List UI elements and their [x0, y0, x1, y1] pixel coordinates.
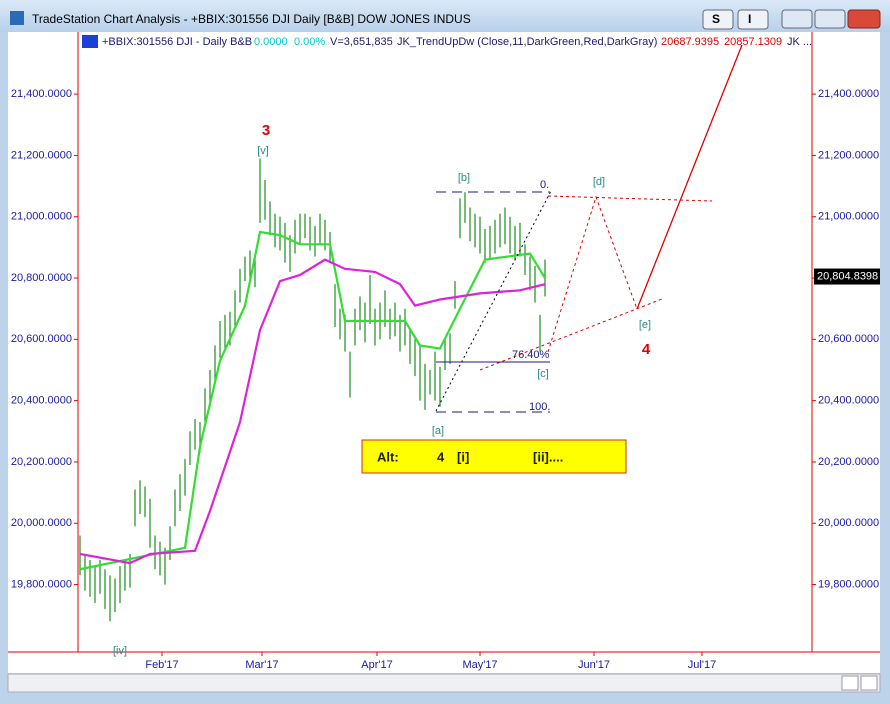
fib-label: 76.40% [512, 349, 550, 361]
fib-label: 0. [540, 179, 549, 191]
indicator-more: JK ... [787, 36, 812, 48]
s-button[interactable] [702, 9, 734, 30]
scroll-button[interactable] [841, 675, 859, 691]
indicator: JK_TrendUpDw (Close,11,DarkGreen,Red,Dar… [397, 36, 657, 48]
x-tick-label: Mar'17 [245, 659, 278, 671]
y-tick-label: 20,800.0000 [11, 272, 72, 284]
y-tick-label: 20,400.0000 [11, 395, 72, 407]
x-tick-label: Apr'17 [361, 659, 392, 671]
scroll-button[interactable] [860, 675, 878, 691]
alt-label: Alt: [377, 449, 399, 464]
y-tick-label: 20,000.0000 [11, 517, 72, 529]
app-icon [10, 11, 24, 25]
y-tick-label: 21,200.0000 [818, 149, 879, 161]
y-tick-label: 21,400.0000 [818, 88, 879, 100]
wave-label: [b] [458, 172, 470, 184]
change-pct: 0.00% [294, 36, 325, 48]
moving-average [79, 258, 546, 565]
wave-label: [v] [257, 145, 269, 157]
fib-label: 100. [529, 401, 550, 413]
projection-line [479, 298, 663, 371]
symbol-icon [82, 35, 98, 48]
alt-label: [ii].... [533, 449, 563, 464]
wave-label: [a] [432, 425, 444, 437]
plot: 19,800.0000 19,800.0000 20,000.0000 20,000.… [8, 32, 880, 671]
volume: V=3,651,835 [330, 36, 393, 48]
y-tick-label: 20,000.0000 [818, 517, 879, 529]
last-price-label: 20,804.8398 [817, 270, 878, 282]
x-tick-label: May'17 [462, 659, 497, 671]
wave-label: [e] [639, 319, 651, 331]
trend-line [435, 190, 552, 412]
y-tick-label: 20,600.0000 [11, 333, 72, 345]
i-button-label[interactable]: I [748, 12, 751, 26]
y-tick-label: 20,400.0000 [818, 395, 879, 407]
y-tick-label: 19,800.0000 [11, 578, 72, 590]
moving-average [79, 230, 546, 571]
window-title: TradeStation Chart Analysis - +BBIX:3015… [32, 12, 471, 26]
wave-label: [d] [593, 176, 605, 188]
y-tick-label: 21,400.0000 [11, 88, 72, 100]
alt-box [361, 439, 627, 474]
x-tick-label: Jul'17 [688, 659, 716, 671]
change: 0.0000 [254, 36, 288, 48]
scrollbar[interactable] [7, 673, 881, 693]
y-tick-label: 20,200.0000 [11, 456, 72, 468]
maximize-button[interactable] [814, 9, 846, 29]
projection-line [636, 44, 743, 310]
projection-line [547, 195, 638, 353]
symbol: +BBIX:301556 DJI - Daily B&B [102, 36, 252, 48]
y-tick-label: 20,200.0000 [818, 456, 879, 468]
x-tick-label: Feb'17 [145, 659, 178, 671]
y-tick-label: 21,200.0000 [11, 149, 72, 161]
x-tick-label: Jun'17 [578, 659, 610, 671]
last-price-box [814, 268, 880, 285]
i-button[interactable] [737, 9, 769, 30]
wave-label: [c] [537, 368, 549, 380]
minimize-button[interactable] [781, 9, 813, 29]
y-tick-label: 21,000.0000 [818, 211, 879, 223]
wave-label: 3 [262, 122, 270, 139]
y-tick-label: 20,600.0000 [818, 333, 879, 345]
close-button[interactable] [847, 9, 881, 29]
wave-label: [iv] [113, 645, 127, 657]
wave-label: 4 [642, 341, 651, 358]
alt-label: 4 [437, 449, 445, 464]
chart-area [8, 32, 880, 673]
y-tick-label: 19,800.0000 [818, 578, 879, 590]
alt-label: [i] [457, 449, 469, 464]
s-button-label[interactable]: S [712, 12, 720, 26]
indicator-value: 20687.9395 [661, 36, 719, 48]
indicator-value: 20857.1309 [724, 36, 782, 48]
y-tick-label: 21,000.0000 [11, 211, 72, 223]
